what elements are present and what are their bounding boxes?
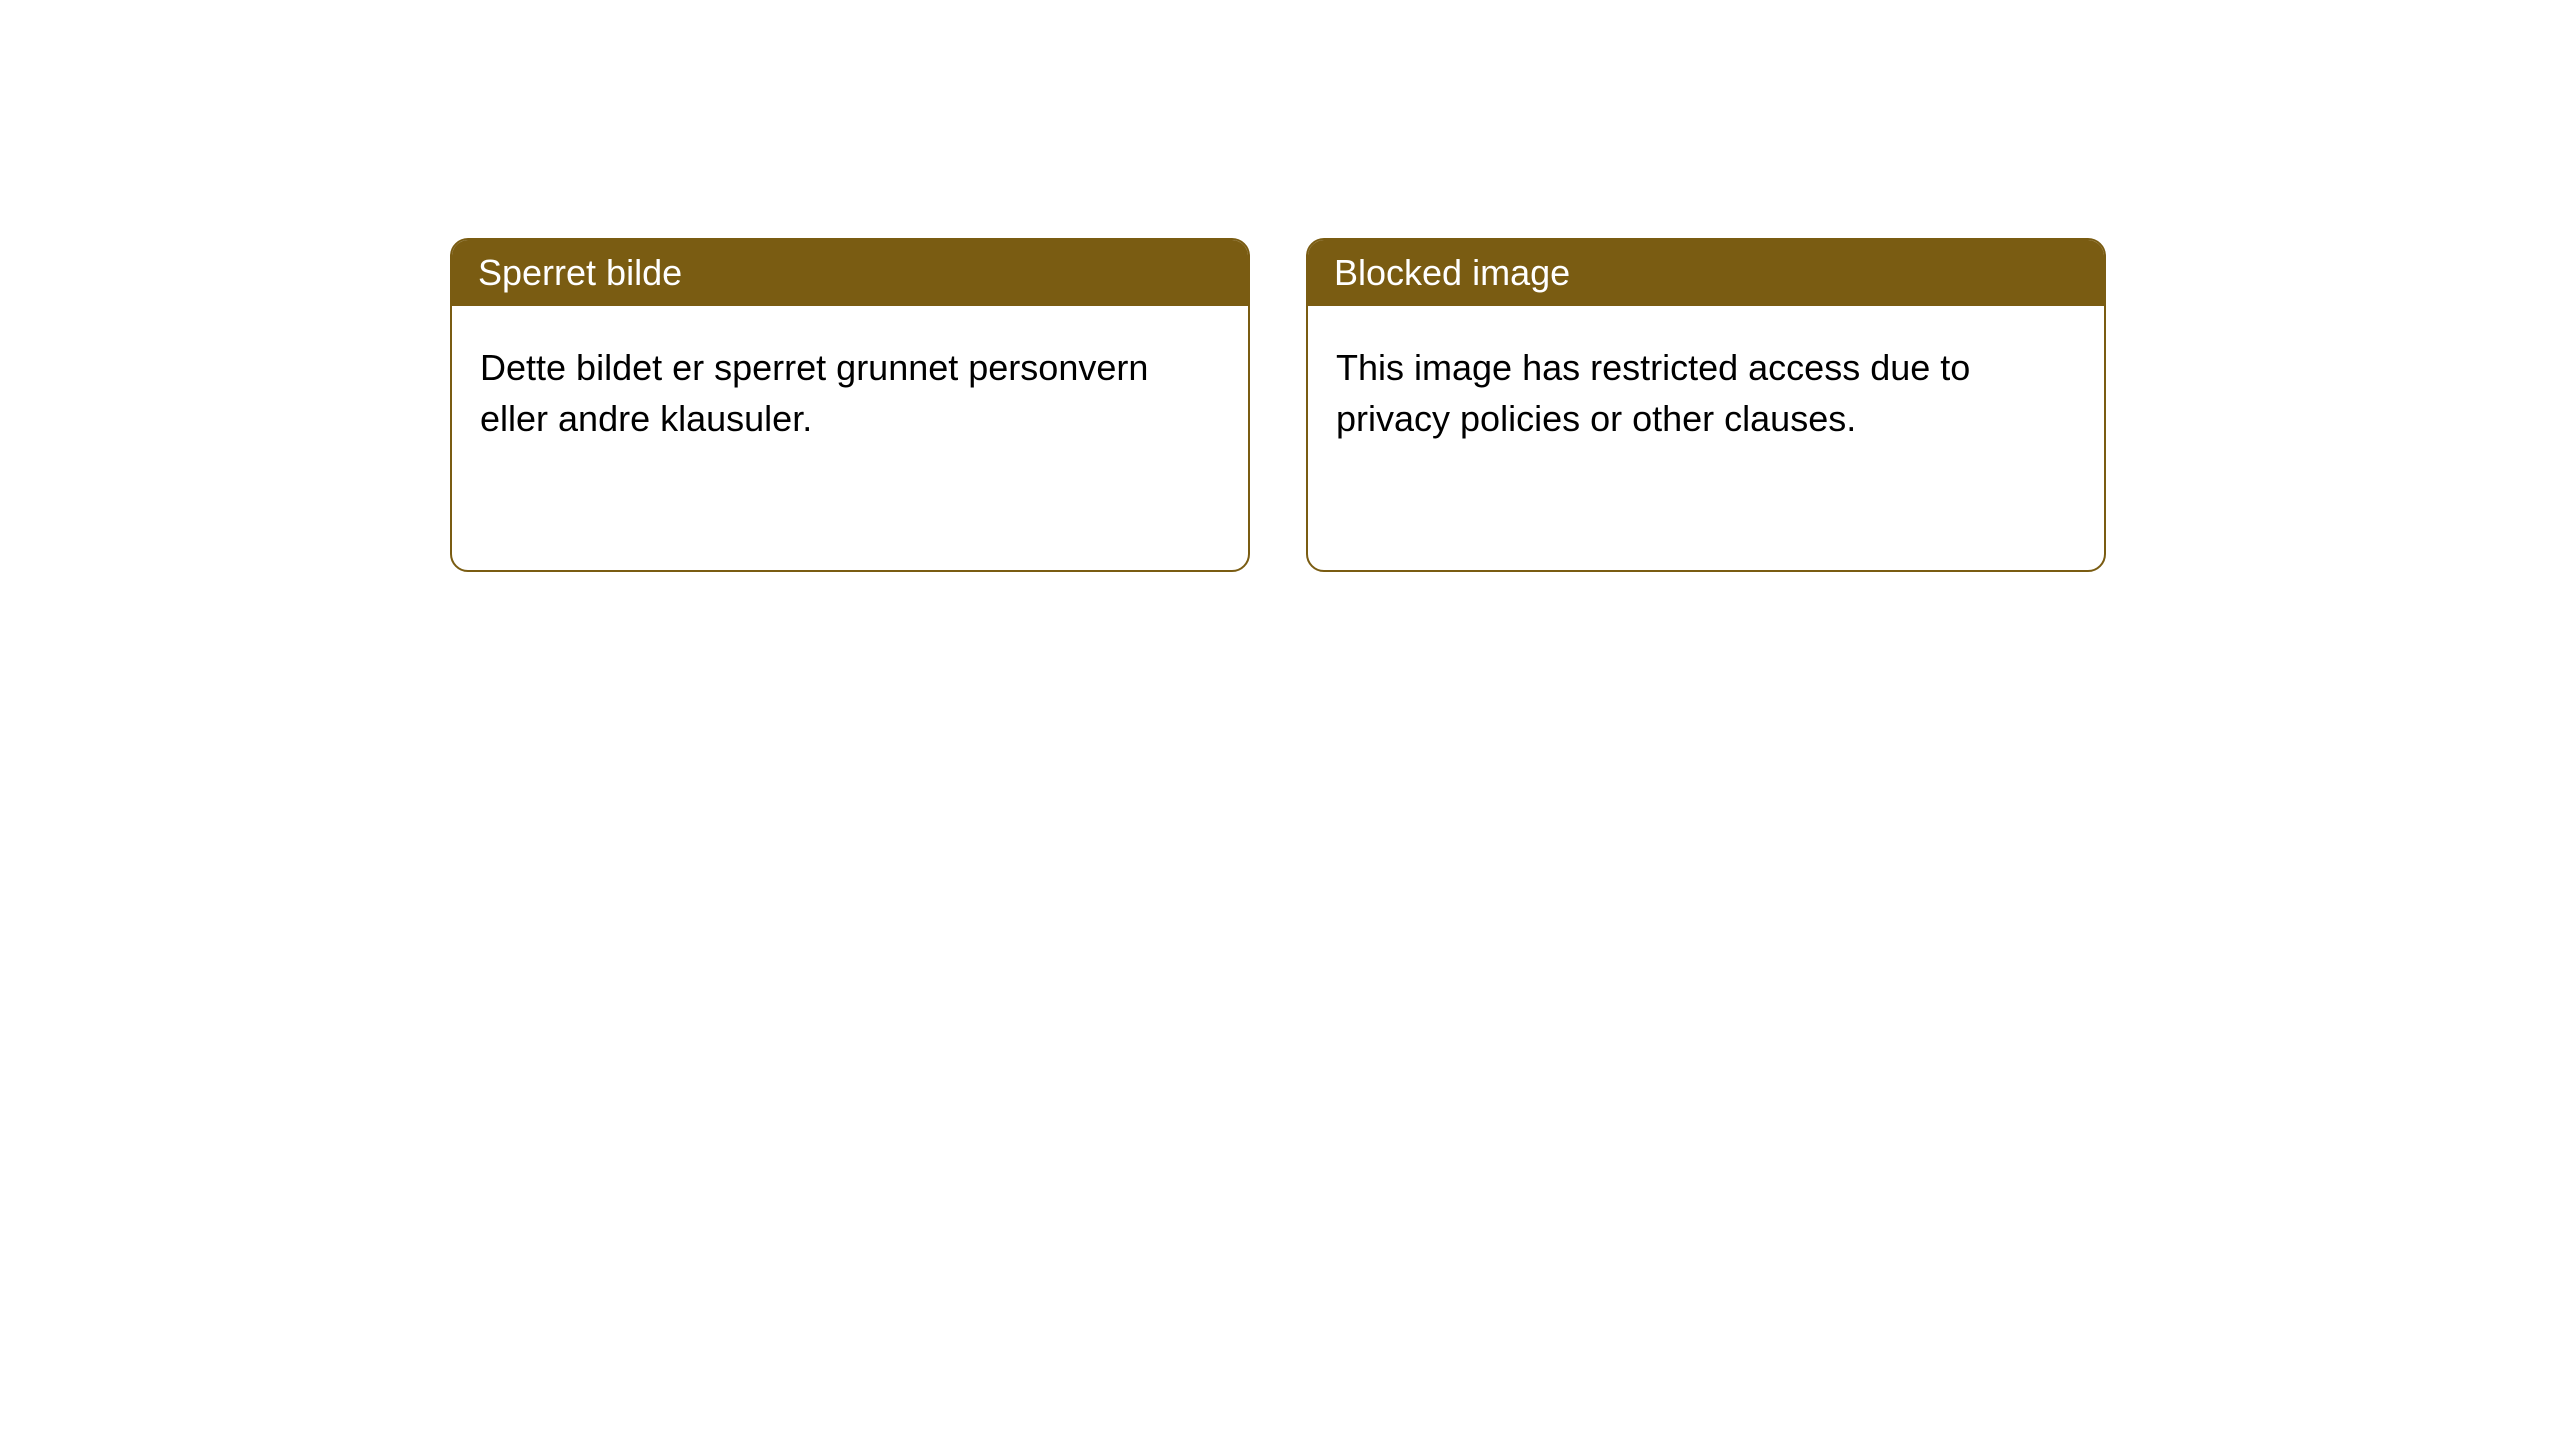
notice-box-norwegian: Sperret bilde Dette bildet er sperret gr… [450, 238, 1250, 572]
notice-text: Dette bildet er sperret grunnet personve… [480, 347, 1148, 439]
notice-container: Sperret bilde Dette bildet er sperret gr… [0, 0, 2560, 572]
notice-title: Sperret bilde [478, 252, 682, 293]
notice-body: This image has restricted access due to … [1308, 306, 2104, 480]
notice-box-english: Blocked image This image has restricted … [1306, 238, 2106, 572]
notice-text: This image has restricted access due to … [1336, 347, 1970, 439]
notice-header: Sperret bilde [452, 240, 1248, 306]
notice-body: Dette bildet er sperret grunnet personve… [452, 306, 1248, 480]
notice-header: Blocked image [1308, 240, 2104, 306]
notice-title: Blocked image [1334, 252, 1570, 293]
